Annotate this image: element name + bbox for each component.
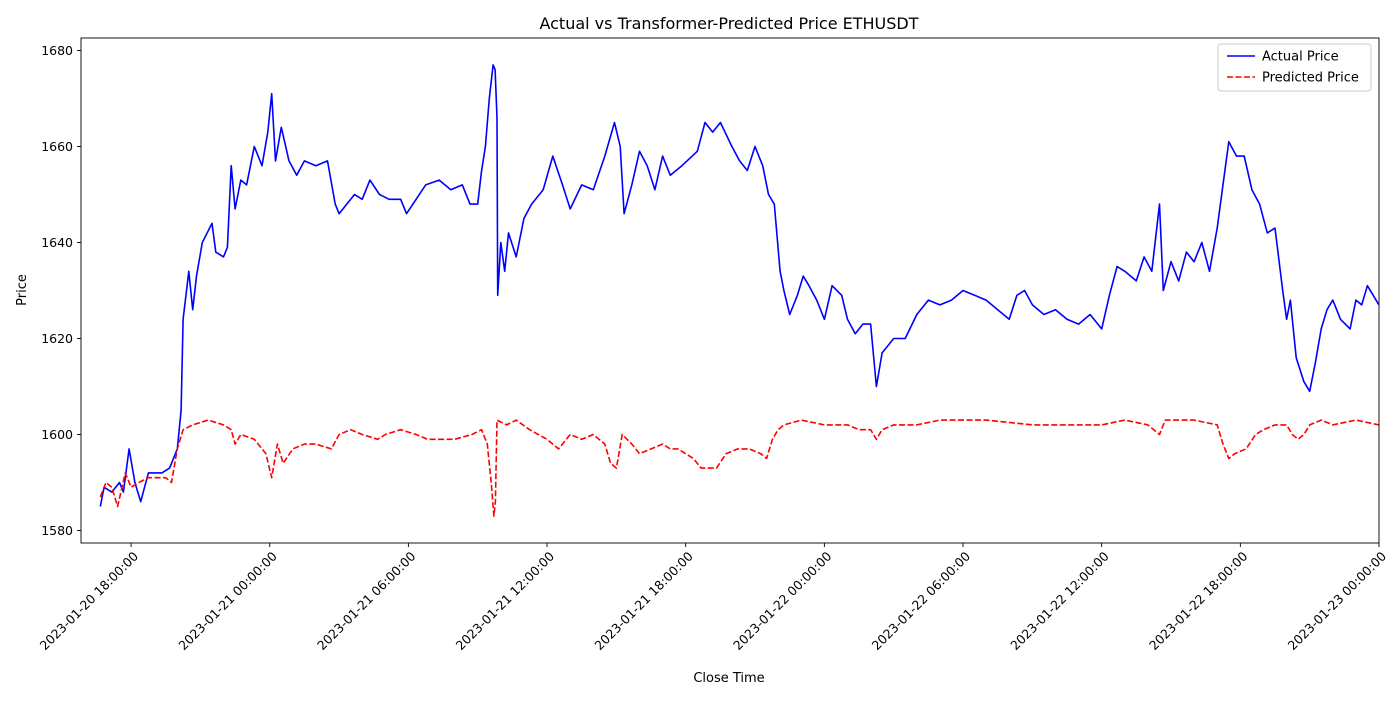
y-tick-label: 1620 bbox=[41, 331, 73, 346]
y-tick-label: 1600 bbox=[41, 427, 73, 442]
x-axis-label: Close Time bbox=[693, 671, 764, 686]
axes: 1580 1600 1620 1640 1660 1680 2023-01-20 18:00… bbox=[37, 37, 1390, 653]
legend-label-predicted-price: Predicted Price bbox=[1262, 71, 1359, 86]
x-tick-label: 2023-01-20 18:00:00 bbox=[37, 548, 142, 653]
x-tick-label: 2023-01-21 06:00:00 bbox=[314, 548, 419, 653]
chart-title: Actual vs Transformer-Predicted Price ET… bbox=[539, 14, 918, 33]
series-line-actual-price bbox=[99, 64, 1379, 507]
y-tick-label: 1640 bbox=[41, 235, 73, 250]
x-tick-label: 2023-01-22 18:00:00 bbox=[1146, 548, 1251, 653]
x-tick-label: 2023-01-22 06:00:00 bbox=[869, 548, 974, 653]
x-tick-label: 2023-01-21 12:00:00 bbox=[453, 548, 558, 653]
x-tick-label: 2023-01-23 00:00:00 bbox=[1285, 548, 1390, 653]
x-tick-label: 2023-01-22 00:00:00 bbox=[730, 548, 835, 653]
y-tick-label: 1580 bbox=[41, 523, 73, 538]
y-tick-label: 1680 bbox=[41, 43, 73, 58]
legend-label-actual-price: Actual Price bbox=[1262, 50, 1339, 65]
y-axis-label: Price bbox=[15, 274, 30, 306]
legend-box bbox=[1217, 43, 1372, 92]
x-tick-label: 2023-01-21 00:00:00 bbox=[175, 548, 280, 653]
x-tick-label: 2023-01-22 12:00:00 bbox=[1007, 548, 1112, 653]
y-tick-label: 1660 bbox=[41, 139, 73, 154]
plot-area bbox=[99, 64, 1379, 517]
x-tick-label: 2023-01-21 18:00:00 bbox=[591, 548, 696, 653]
plot-frame bbox=[80, 37, 1380, 544]
legend: Actual Price Predicted Price bbox=[1217, 43, 1372, 92]
series-line-predicted-price bbox=[99, 419, 1379, 517]
